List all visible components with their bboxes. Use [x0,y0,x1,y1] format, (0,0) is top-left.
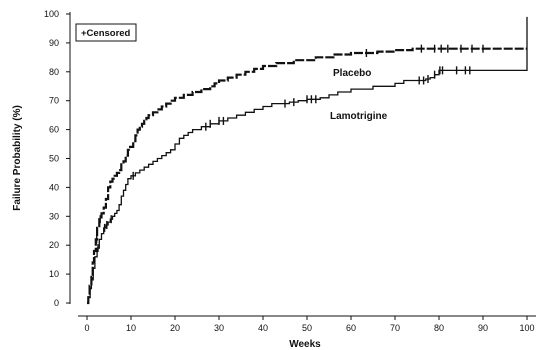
series-label-placebo: Placebo [333,68,371,79]
y-tick-label: 80 [49,67,59,77]
x-tick-label: 60 [346,323,356,333]
legend-frame [75,23,137,42]
y-tick-label: 50 [49,154,59,164]
x-tick-label: 90 [478,323,488,333]
x-tick-label: 30 [214,323,224,333]
x-tick-label: 100 [519,323,534,333]
x-tick-label: 0 [84,323,89,333]
series-line-lamotrigine [87,16,528,304]
legend-box: +Censored [75,23,137,42]
legend-censored-text: +Censored [81,28,131,39]
y-tick-label: 30 [49,211,59,221]
y-axis-title: Failure Probability (%) [12,105,23,211]
y-tick-label: 10 [49,269,59,279]
x-tick-label: 70 [390,323,400,333]
y-tick-label: 20 [49,240,59,250]
y-tick-label: 60 [49,125,59,135]
x-axis-title: Weeks [289,339,321,350]
x-tick-label: 40 [258,323,268,333]
y-tick-label: 90 [49,38,59,48]
y-tick-label: 70 [49,96,59,106]
x-tick-label: 10 [126,323,136,333]
series-line-placebo [87,47,527,305]
x-tick-label: 80 [434,323,444,333]
y-tick-label: 40 [49,182,59,192]
y-tick-label: 100 [44,9,59,19]
x-tick-label: 50 [302,323,312,333]
series-layer [87,16,528,305]
y-tick-label: 0 [54,298,59,308]
x-tick-label: 20 [170,323,180,333]
axes: 0 10 20 30 40 50 60 70 80 90 100 0 10 20 30 40 50 60 70 80 9… [44,9,536,333]
series-label-lamotrigine: Lamotrigine [330,111,388,122]
